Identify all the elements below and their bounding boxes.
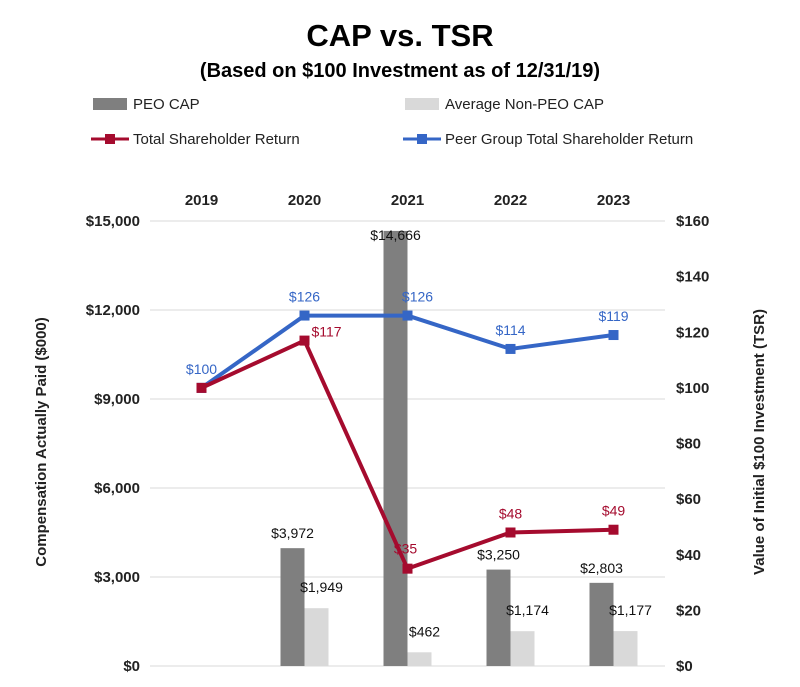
left-tick-label: $12,000	[86, 302, 140, 319]
legend-swatch-non-peo-cap	[405, 98, 439, 110]
bar-label-average-non-peo-cap-2021: $462	[409, 623, 440, 639]
bars	[280, 230, 638, 666]
chart-title: CAP vs. TSR	[306, 18, 493, 53]
bar-label-average-non-peo-cap-2022: $1,174	[506, 602, 549, 618]
legend-label-peer-tsr: Peer Group Total Shareholder Return	[445, 131, 693, 148]
bar-label-peo-cap-2020: $3,972	[271, 525, 314, 541]
marker-total-shareholder-return-2020	[299, 335, 310, 346]
legend-label-peo-cap: PEO CAP	[133, 96, 200, 113]
legend-swatch-peo-cap	[93, 98, 127, 110]
label-tsr-2021: $35	[394, 541, 418, 557]
bar-labels: $3,972 $14,666 $3,250 $2,803 $1,949 $462 $1,17…	[271, 227, 652, 639]
marker-peer-group-total-shareholder-return-2022	[505, 343, 516, 354]
label-tsr-2023: $49	[602, 503, 626, 519]
legend-item-tsr[interactable]: Total Shareholder Return	[91, 131, 300, 148]
marker-peer-group-total-shareholder-return-2021	[402, 310, 413, 321]
marker-peer-group-total-shareholder-return-2020	[299, 310, 310, 321]
bar-average-non-peo-cap-2021	[407, 652, 432, 666]
bar-label-peo-cap-2022: $3,250	[477, 547, 520, 563]
chart-subtitle: (Based on $100 Investment as of 12/31/19…	[200, 60, 600, 82]
bar-peo-cap-2020	[280, 548, 305, 666]
bar-peo-cap-2023	[589, 582, 614, 666]
bar-peo-cap-2022	[486, 569, 511, 666]
label-tsr-2020: $117	[311, 324, 341, 340]
label-peer-tsr-2020: $126	[289, 289, 320, 305]
bar-label-average-non-peo-cap-2023: $1,177	[609, 602, 652, 618]
label-peer-tsr-2019: $100	[186, 361, 217, 377]
bar-label-peo-cap-2023: $2,803	[580, 560, 623, 576]
right-tick-label: $40	[676, 547, 701, 564]
right-tick-label: $160	[676, 213, 709, 230]
marker-total-shareholder-return-2022	[505, 527, 516, 538]
bar-peo-cap-2021	[383, 230, 408, 666]
bar-label-peo-cap-2021: $14,666	[370, 227, 421, 243]
legend: PEO CAP Average Non-PEO CAP Total Shareh…	[91, 96, 693, 148]
marker-peer-group-total-shareholder-return-2023	[608, 330, 619, 341]
left-tick-label: $9,000	[94, 391, 140, 408]
left-axis-ticks: $0 $3,000 $6,000 $9,000 $12,000 $15,000	[86, 213, 140, 675]
right-tick-label: $80	[676, 436, 701, 453]
right-axis-title: Value of Initial $100 Investment (TSR)	[751, 309, 768, 575]
right-tick-label: $60	[676, 491, 701, 508]
label-peer-tsr-2022: $114	[495, 322, 525, 338]
tsr-lines	[196, 310, 619, 574]
right-tick-label: $100	[676, 380, 709, 397]
right-tick-label: $120	[676, 324, 709, 341]
left-tick-label: $3,000	[94, 569, 140, 586]
tsr-labels: $100 $126 $126 $114 $119 $117 $35 $48 $49	[186, 289, 629, 557]
year-label-2023: 2023	[597, 192, 630, 209]
legend-label-non-peo-cap: Average Non-PEO CAP	[445, 96, 604, 113]
bar-label-average-non-peo-cap-2020: $1,949	[300, 579, 343, 595]
left-tick-label: $0	[123, 658, 140, 675]
marker-total-shareholder-return-2019	[196, 382, 207, 393]
year-label-2020: 2020	[288, 192, 321, 209]
bar-average-non-peo-cap-2022	[510, 631, 535, 666]
legend-marker-tsr	[105, 134, 115, 144]
right-tick-label: $20	[676, 602, 701, 619]
year-label-2022: 2022	[494, 192, 527, 209]
right-tick-label: $0	[676, 658, 693, 675]
left-axis-title: Compensation Actually Paid ($000)	[33, 317, 50, 567]
bar-average-non-peo-cap-2020	[304, 608, 329, 666]
label-tsr-2022: $48	[499, 506, 523, 522]
legend-label-tsr: Total Shareholder Return	[133, 131, 300, 148]
year-labels: 2019 2020 2021 2022 2023	[185, 192, 630, 209]
left-tick-label: $15,000	[86, 213, 140, 230]
legend-item-non-peo-cap[interactable]: Average Non-PEO CAP	[405, 96, 604, 113]
legend-item-peo-cap[interactable]: PEO CAP	[93, 96, 200, 113]
legend-item-peer-tsr[interactable]: Peer Group Total Shareholder Return	[403, 131, 693, 148]
year-label-2019: 2019	[185, 192, 218, 209]
marker-total-shareholder-return-2023	[608, 524, 619, 535]
left-tick-label: $6,000	[94, 480, 140, 497]
legend-marker-peer-tsr	[417, 134, 427, 144]
year-label-2021: 2021	[391, 192, 424, 209]
marker-total-shareholder-return-2021	[402, 563, 413, 574]
label-peer-tsr-2021: $126	[402, 289, 433, 305]
right-axis-ticks: $0 $20 $40 $60 $80 $100 $120 $140 $160	[676, 213, 709, 675]
right-tick-label: $140	[676, 269, 709, 286]
bar-average-non-peo-cap-2023	[613, 631, 638, 666]
label-peer-tsr-2023: $119	[598, 308, 628, 324]
